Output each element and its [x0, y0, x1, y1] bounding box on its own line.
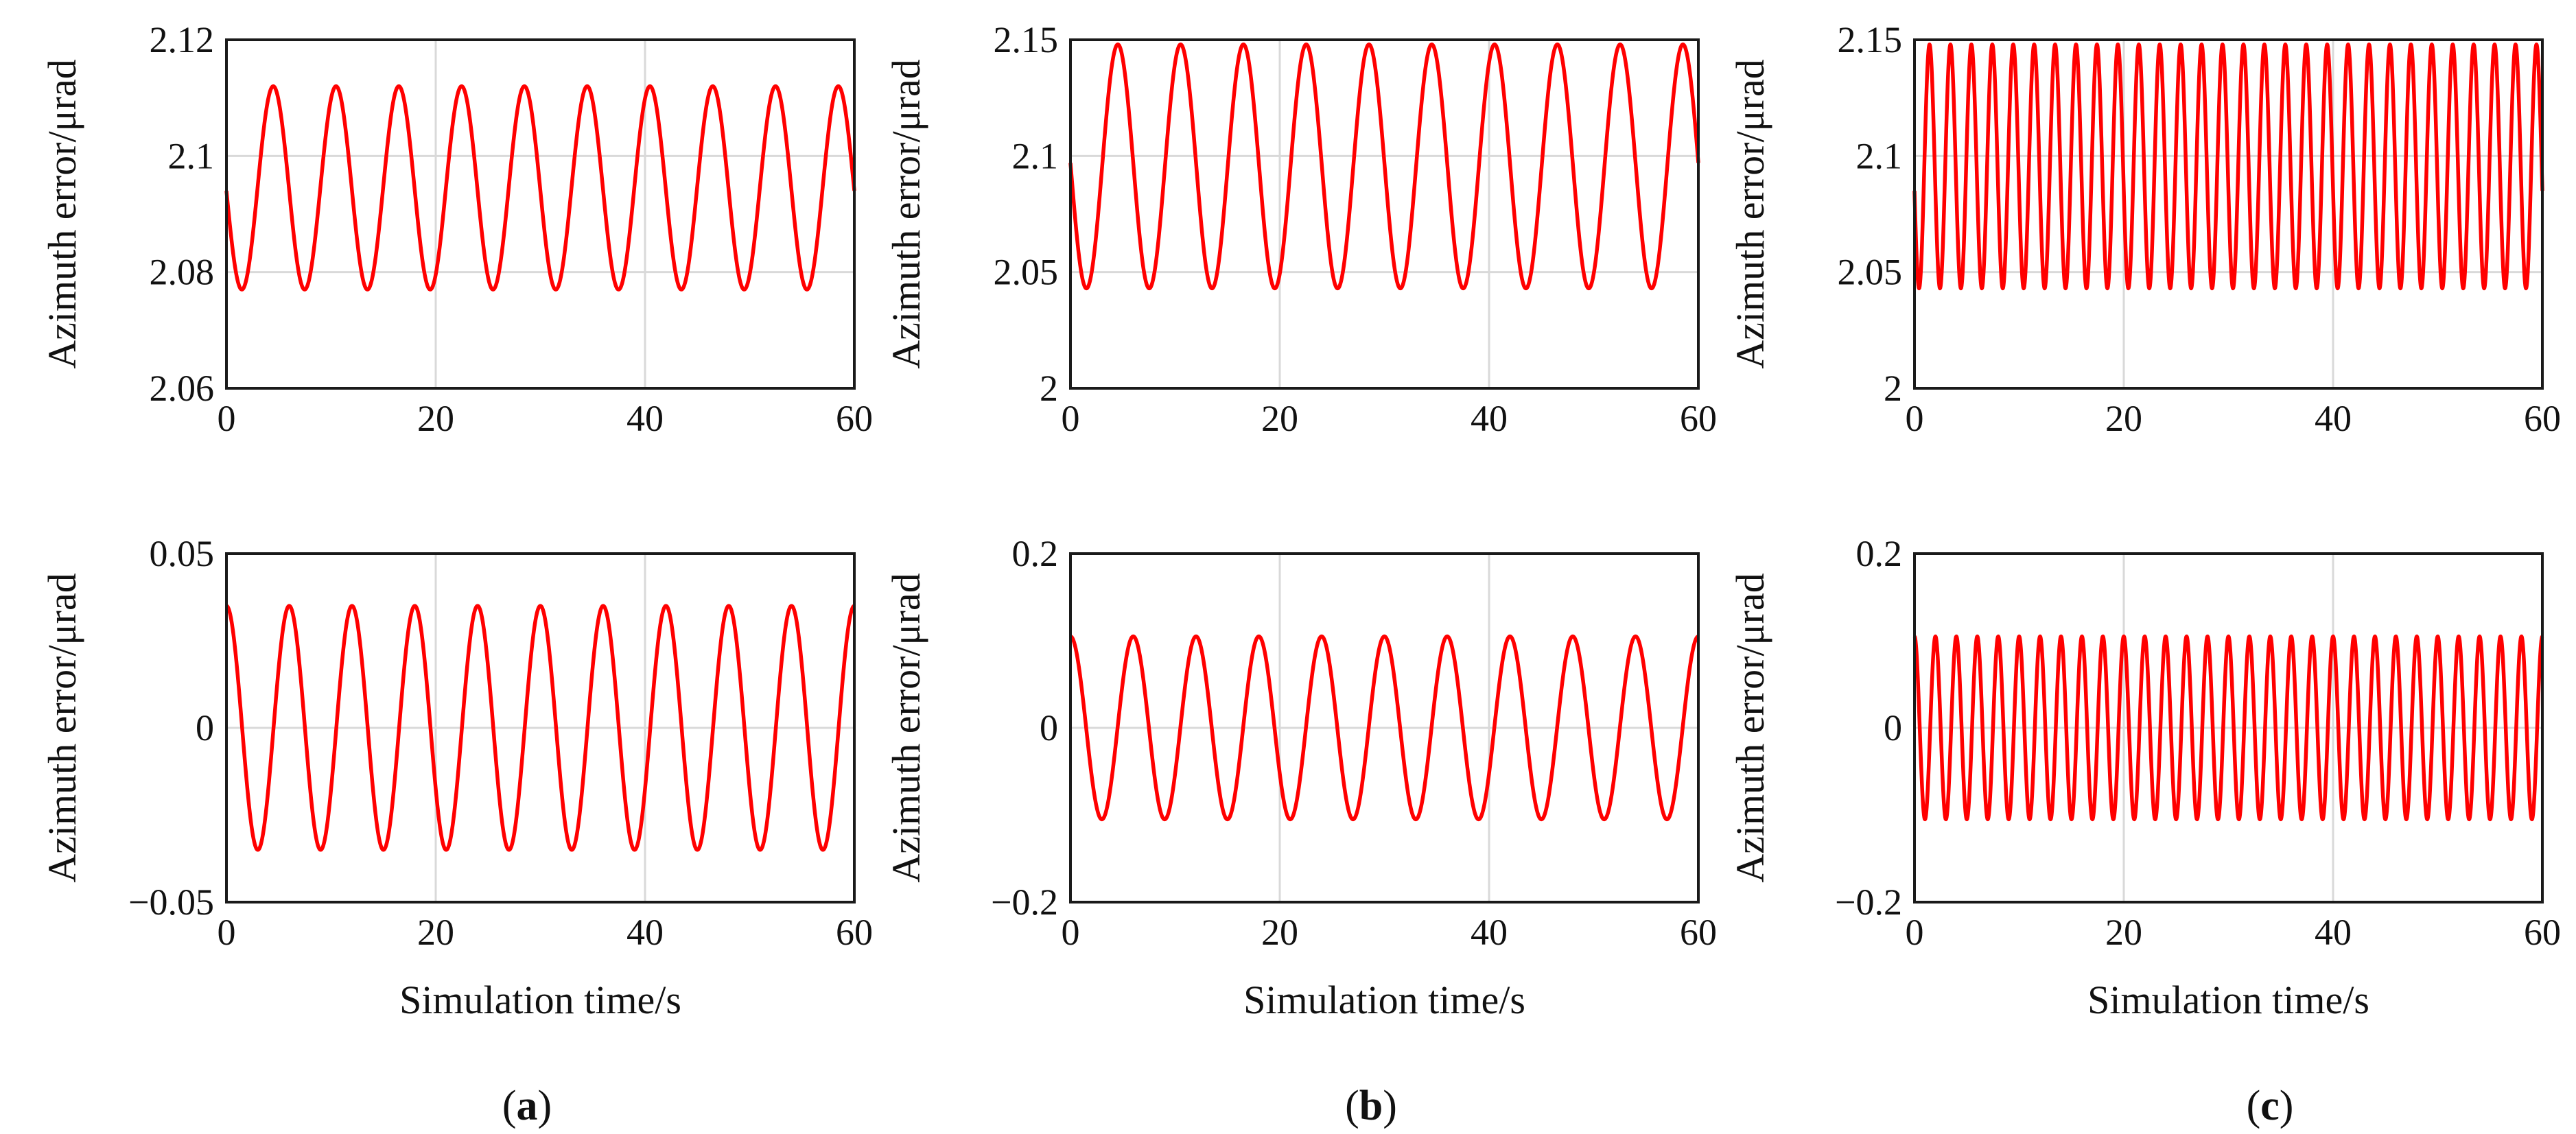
panel-label-a-close: ) — [538, 1083, 552, 1129]
series-line-a-top-0 — [224, 84, 856, 292]
x-tick-label: 40 — [2315, 912, 2352, 953]
x-tick-label: 0 — [218, 398, 236, 439]
x-tick-label: 0 — [1906, 398, 1924, 439]
x-tick-label: 40 — [2315, 398, 2352, 439]
axes-frame — [225, 38, 856, 390]
y-tick-label: 0.2 — [1856, 533, 1903, 574]
axes-frame — [1913, 552, 2544, 903]
y-tick-label: 0 — [1884, 707, 1902, 748]
y-axis-label: Azimuth error/μrad — [1728, 59, 1772, 368]
y-tick-label: 2.12 — [150, 19, 215, 60]
series-line-c-top-0 — [1912, 43, 2544, 291]
y-tick-label: 2.1 — [168, 135, 215, 176]
y-tick-label: 2.06 — [150, 368, 215, 409]
panel-label-b: (b) — [1345, 1083, 1397, 1129]
series-line-b-top-0 — [1068, 43, 1700, 291]
x-tick-label: 60 — [836, 912, 873, 953]
y-tick-label: 2.1 — [1856, 135, 1903, 176]
x-tick-label: 20 — [1261, 398, 1298, 439]
x-tick-label: 40 — [1471, 398, 1508, 439]
panel-label-b-open: ( — [1345, 1083, 1359, 1129]
panel-label-b-letter: b — [1359, 1083, 1383, 1129]
x-tick-label: 0 — [218, 912, 236, 953]
x-tick-label: 20 — [2105, 912, 2142, 953]
x-tick-label: 0 — [1906, 912, 1924, 953]
x-tick-label: 20 — [2105, 398, 2142, 439]
y-tick-label: 2.15 — [994, 19, 1059, 60]
panel-labels: (a) (b) (c) — [502, 1083, 2294, 1129]
y-tick-label: 2.05 — [1838, 252, 1903, 293]
y-axis-label: Azimuth error/μrad — [40, 573, 84, 882]
panel-label-b-close: ) — [1383, 1083, 1397, 1129]
y-tick-label: 2.08 — [150, 252, 215, 293]
y-tick-label: 2.05 — [994, 252, 1059, 293]
x-tick-label: 60 — [836, 398, 873, 439]
x-tick-label: 0 — [1062, 398, 1080, 439]
x-tick-label: 40 — [627, 398, 664, 439]
y-tick-label: 2.15 — [1838, 19, 1903, 60]
panel-label-c-letter: c — [2260, 1083, 2280, 1129]
panel-label-a-open: ( — [502, 1083, 517, 1129]
y-tick-label: −0.2 — [1835, 882, 1902, 923]
x-axis-label: Simulation time/s — [2087, 978, 2369, 1022]
panel-label-a-letter: a — [517, 1083, 538, 1129]
y-tick-label: 2.1 — [1012, 135, 1059, 176]
y-axis-label: Azimuth error/μrad — [884, 573, 928, 882]
y-tick-label: 0 — [1040, 707, 1058, 748]
axes-frame — [1913, 38, 2544, 390]
y-axis-label: Azimuth error/μrad — [1728, 573, 1772, 882]
y-tick-label: 2 — [1040, 368, 1058, 409]
x-tick-label: 60 — [2524, 912, 2561, 953]
panel-label-c-open: ( — [2247, 1083, 2261, 1129]
series-line-b-bottom-0 — [1068, 634, 1700, 822]
series-line-a-bottom-0 — [224, 604, 856, 852]
series-line-c-bottom-0 — [1912, 634, 2544, 822]
y-tick-label: 2 — [1884, 368, 1902, 409]
axes-frame — [1069, 38, 1700, 390]
y-tick-label: 0.2 — [1012, 533, 1059, 574]
y-tick-label: 0 — [196, 707, 214, 748]
x-tick-label: 40 — [1471, 912, 1508, 953]
panel-label-a: (a) — [502, 1083, 552, 1129]
y-axis-label: Azimuth error/μrad — [884, 59, 928, 368]
x-tick-label: 20 — [417, 398, 454, 439]
subplot-c-top: 0 20 40 60 2 2.05 2.1 2.15 Azimuth error/μrad — [1728, 19, 2561, 439]
axes-frame — [225, 552, 856, 903]
y-tick-label: −0.05 — [128, 882, 214, 923]
x-tick-label: 20 — [417, 912, 454, 953]
x-axis-label: Simulation time/s — [399, 978, 681, 1022]
x-tick-label: 20 — [1261, 912, 1298, 953]
subplot-a-top: 0 20 40 60 2.06 2.08 2.1 2.12 Azimuth error/μrad — [40, 19, 873, 439]
y-tick-label: −0.2 — [991, 882, 1058, 923]
x-axis-label: Simulation time/s — [1243, 978, 1525, 1022]
y-tick-label: 0.05 — [150, 533, 215, 574]
panel-label-c-close: ) — [2280, 1083, 2294, 1129]
y-axis-label: Azimuth error/μrad — [40, 59, 84, 368]
axes-frame — [1069, 552, 1700, 903]
x-tick-label: 60 — [1680, 912, 1717, 953]
x-tick-label: 0 — [1062, 912, 1080, 953]
x-tick-label: 60 — [1680, 398, 1717, 439]
x-tick-label: 40 — [627, 912, 664, 953]
x-tick-label: 60 — [2524, 398, 2561, 439]
subplot-b-top: 0 20 40 60 2 2.05 2.1 2.15 Azimuth error/μrad — [884, 19, 1717, 439]
panel-label-c: (c) — [2247, 1083, 2294, 1129]
